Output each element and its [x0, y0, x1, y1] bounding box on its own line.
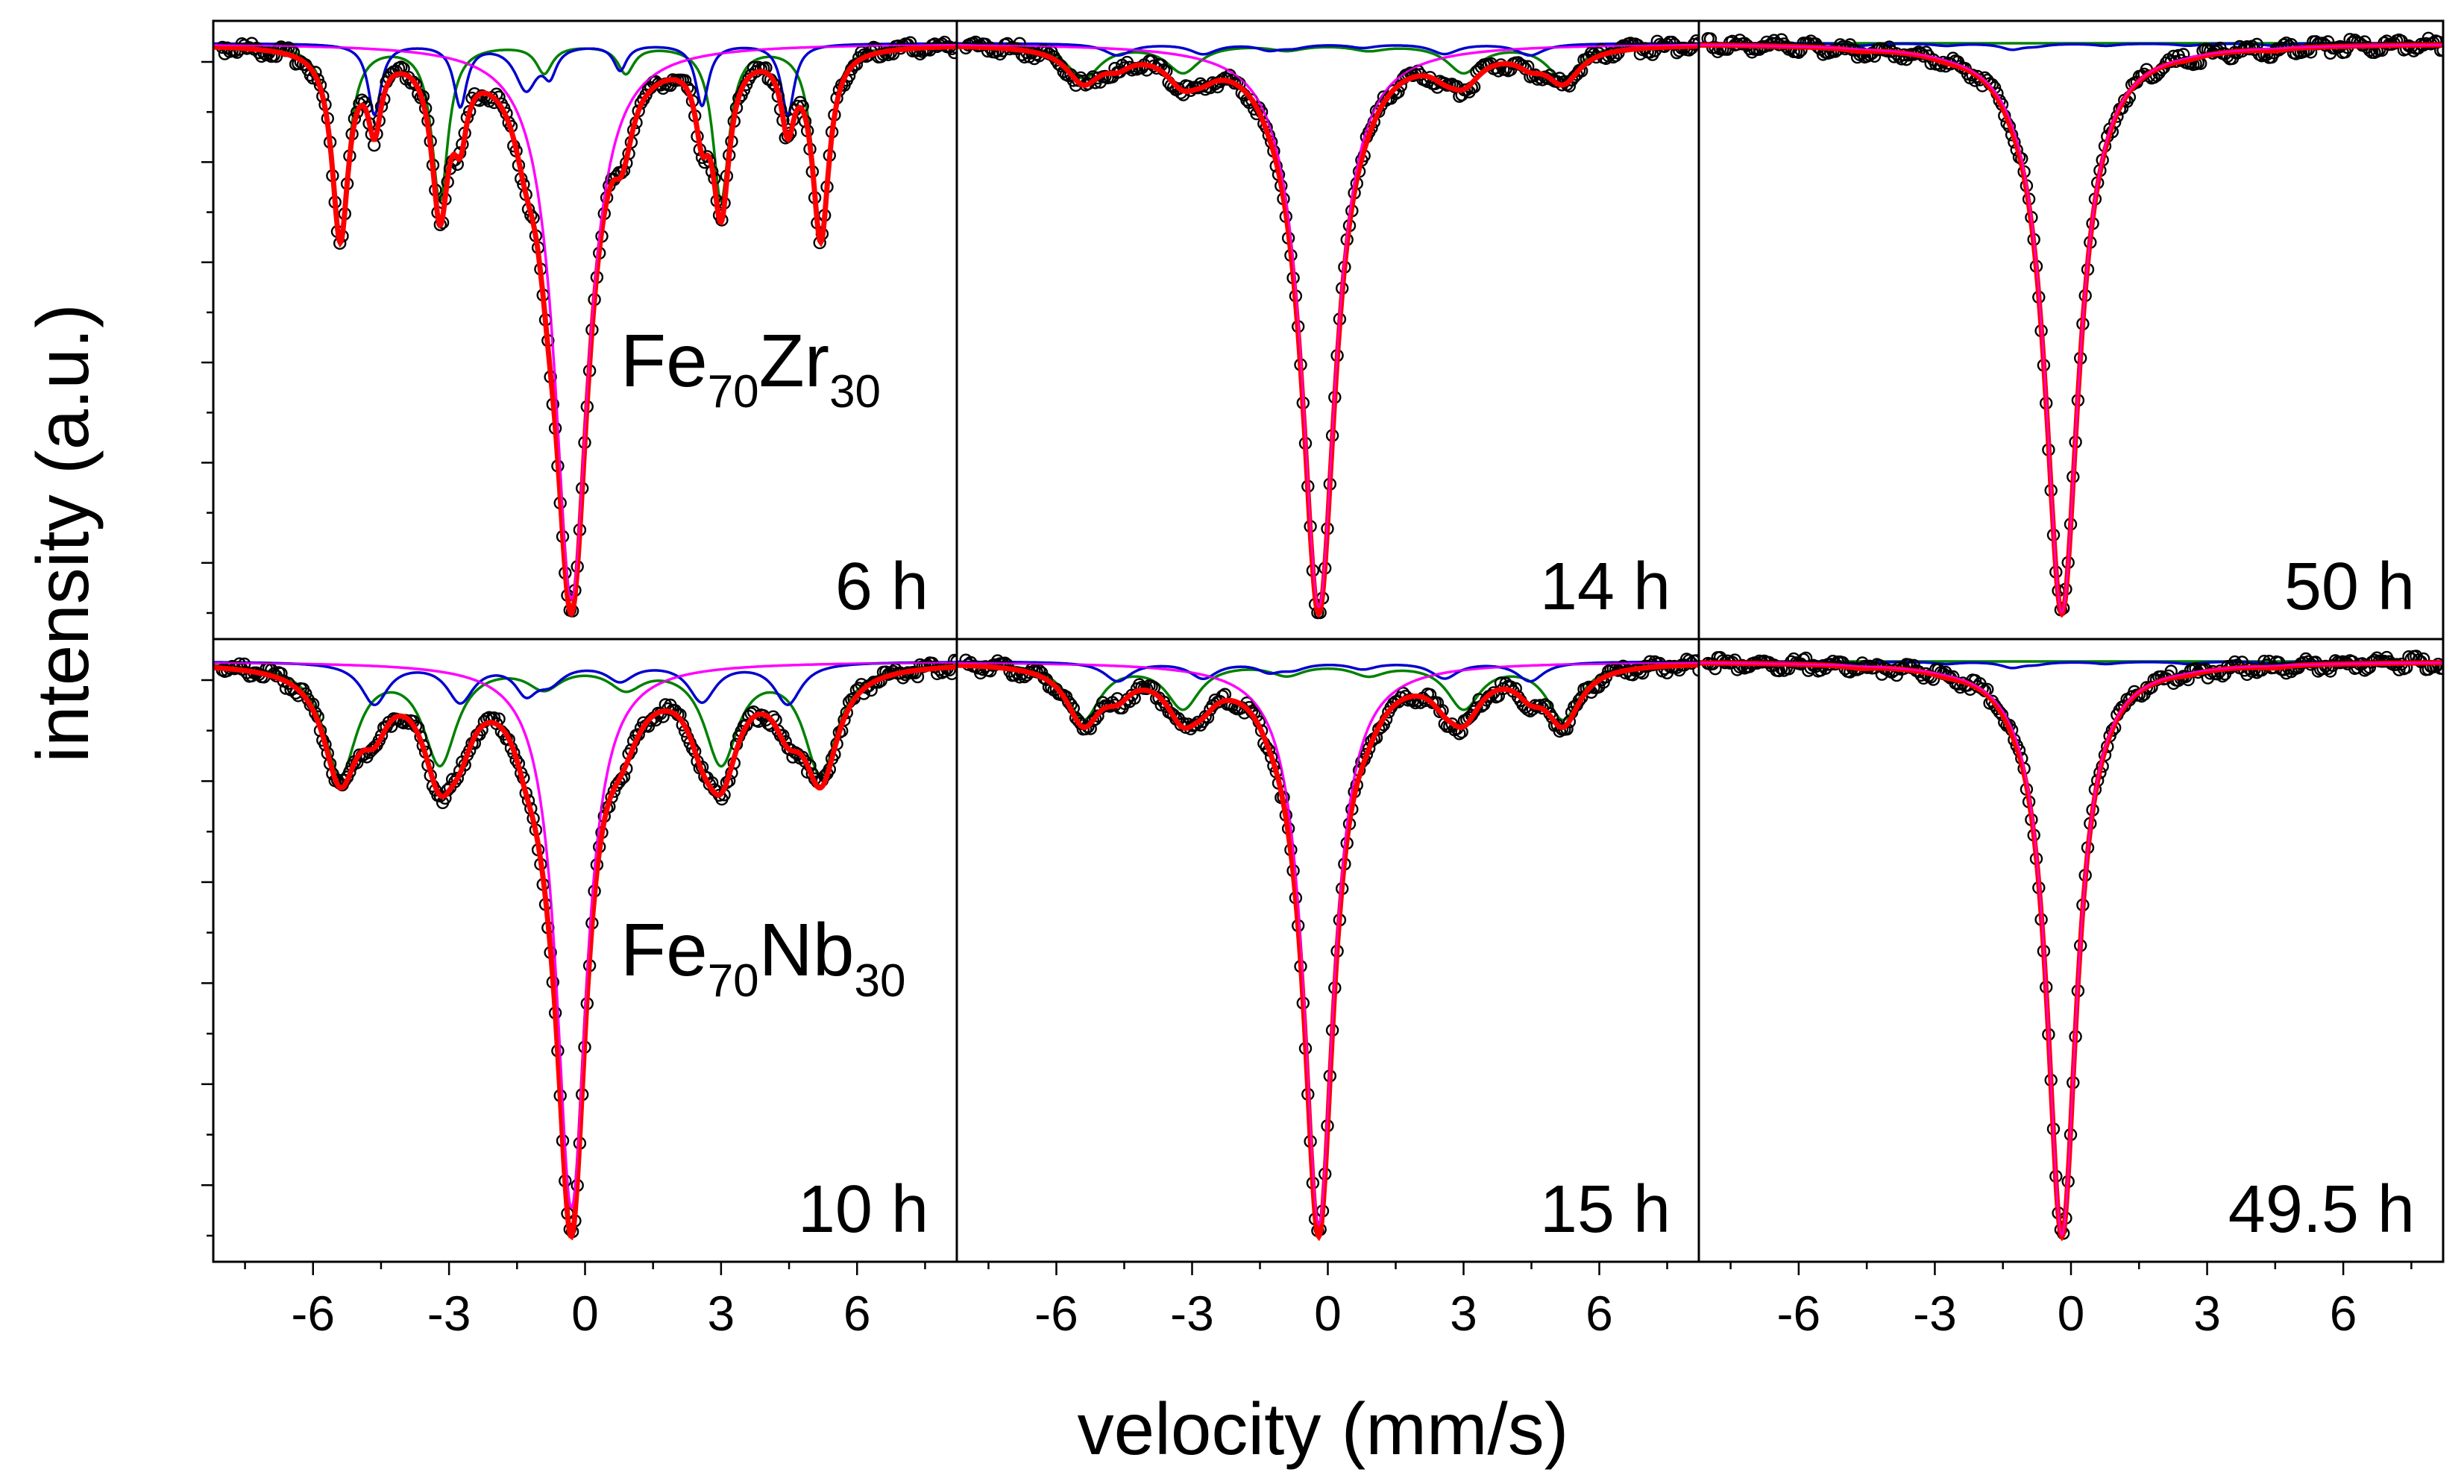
sample-subscript: 70 [708, 955, 759, 1007]
x-tick-label: 6 [843, 1286, 871, 1341]
data-point [409, 78, 423, 92]
panel-5 [957, 653, 1699, 1242]
time-label: 15 h [1540, 1172, 1671, 1247]
sample-subscript: 30 [829, 366, 881, 418]
x-tick-label: -6 [291, 1286, 335, 1341]
total-fit-line [957, 662, 1699, 1242]
sextet-component-2-line [213, 661, 957, 707]
x-tick-label: 6 [1585, 1286, 1613, 1341]
total-fit-line [213, 664, 957, 1241]
time-label: 14 h [1540, 550, 1671, 624]
sample-element: Fe [620, 319, 708, 403]
total-fit-line [1699, 660, 2443, 1242]
x-tick-label: -3 [427, 1286, 471, 1341]
x-tick-label: -3 [1913, 1286, 1957, 1341]
sample-element: Zr [759, 319, 829, 403]
x-tick-label: 0 [1314, 1286, 1342, 1341]
sample-element: Fe [620, 908, 708, 992]
singlet-overlay-line [213, 661, 957, 1210]
time-label: 49.5 h [2228, 1172, 2415, 1247]
panels-layer [213, 31, 2443, 1242]
x-tick-label: 0 [571, 1286, 599, 1341]
x-tick-label: 6 [2330, 1286, 2357, 1341]
panel-3 [1699, 31, 2443, 618]
data-point [406, 75, 420, 89]
sample-label: Fe70Nb30 [620, 908, 905, 1007]
x-tick-label: 3 [1450, 1286, 1477, 1341]
data-point [1692, 37, 1699, 50]
data-point [950, 655, 957, 668]
sextet-component-1-line [213, 43, 957, 237]
x-tick-label: 3 [708, 1286, 735, 1341]
ticks-layer [201, 60, 2413, 1275]
time-label: 10 h [798, 1172, 928, 1247]
singlet-overlay-line [213, 43, 957, 601]
x-tick-label: -3 [1170, 1286, 1214, 1341]
time-label: 6 h [835, 550, 928, 624]
sextet-component-2-line [957, 42, 1699, 57]
x-tick-label: 3 [2193, 1286, 2221, 1341]
data-point [1692, 664, 1699, 677]
singlet-overlay-line [1699, 661, 2443, 1237]
x-tick-label: -6 [1034, 1286, 1078, 1341]
panel-1 [213, 35, 957, 617]
x-tick-label: -6 [1777, 1286, 1821, 1341]
singlet-overlay-line [957, 661, 1699, 1227]
singlet-overlay-line [1699, 43, 2443, 614]
x-axis-title: velocity (mm/s) [1078, 1388, 1569, 1470]
y-axis-title: intensity (a.u.) [22, 304, 104, 762]
panel-2 [957, 34, 1699, 620]
sample-subscript: 30 [855, 955, 906, 1007]
panel-4 [213, 653, 957, 1241]
data-point [2436, 43, 2443, 57]
x-tick-label: 0 [2058, 1286, 2085, 1341]
data-point [1078, 722, 1093, 735]
sample-element: Nb [759, 908, 855, 992]
data-point [448, 775, 462, 789]
singlet-overlay-line [957, 43, 1699, 609]
time-label: 50 h [2284, 550, 2415, 624]
sample-label: Fe70Zr30 [620, 319, 881, 418]
singlet-component-line [213, 43, 957, 602]
data-point [2436, 661, 2443, 676]
sextet-component-2-line [213, 42, 957, 117]
sample-subscript: 70 [708, 366, 759, 418]
panel-6 [1699, 650, 2443, 1242]
